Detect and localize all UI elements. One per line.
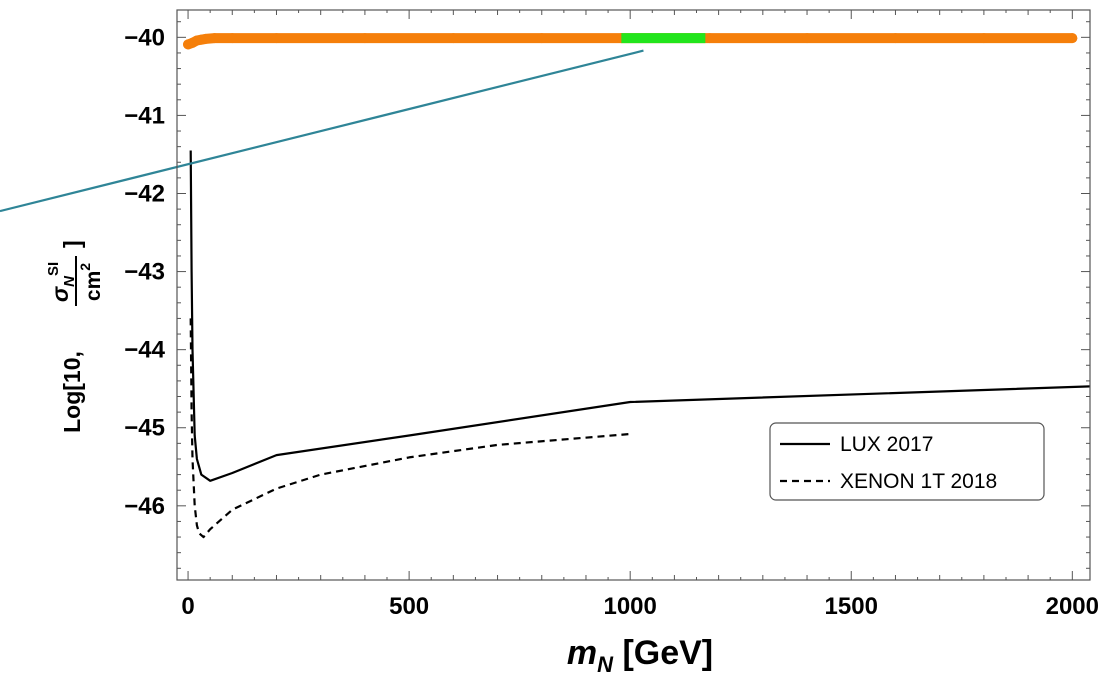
y-tick-label: −43 <box>124 259 165 286</box>
y-tick-label: −46 <box>124 493 165 520</box>
y-label-numerator: σNSI <box>45 262 78 302</box>
series-line-lux-2017 <box>189 150 1090 482</box>
series-group <box>183 33 1090 539</box>
scan-point <box>227 33 238 44</box>
scan-point <box>704 33 715 44</box>
legend-label: LUX 2017 <box>840 433 933 456</box>
axes: 0 500 1000 1500 2000 −46 −45 −44 −43 −42 −41 −40 <box>124 9 1099 620</box>
y-tick-label: −44 <box>124 337 165 364</box>
legend-label: XENON 1T 2018 <box>840 470 997 493</box>
y-tick-label: −40 <box>124 24 165 51</box>
x-tick-label: 1500 <box>825 593 878 620</box>
legend: LUX 2017 XENON 1T 2018 <box>769 422 1045 501</box>
overlay-line <box>0 49 644 213</box>
scan-point <box>271 33 282 44</box>
x-tick-label: 1000 <box>603 593 656 620</box>
x-tick-label: 500 <box>389 593 429 620</box>
scan-point <box>978 33 989 44</box>
y-label-denominator: cm2 <box>77 263 105 301</box>
x-tick-label: 2000 <box>1046 593 1099 620</box>
scan-point <box>802 33 813 44</box>
y-tick-label: −41 <box>124 102 165 129</box>
x-axis-label: mN [GeV] <box>567 634 713 673</box>
scan-point <box>200 33 211 44</box>
y-tick-label: −45 <box>124 415 165 442</box>
scan-point <box>448 33 459 44</box>
scan-point <box>209 33 220 44</box>
y-label-suffix: ] <box>59 240 85 248</box>
legend-box <box>769 422 1045 501</box>
plot-frame <box>176 9 1091 581</box>
scan-point <box>359 33 370 44</box>
scan-point <box>1067 33 1078 44</box>
y-tick-label: −42 <box>124 180 165 207</box>
scan-point <box>536 33 547 44</box>
plot-area <box>0 33 1090 539</box>
scan-point <box>890 33 901 44</box>
x-tick-label: 0 <box>181 593 194 620</box>
y-label-prefix: Log[10, <box>59 351 85 433</box>
series-line-xenon-1t-2018 <box>189 318 631 539</box>
